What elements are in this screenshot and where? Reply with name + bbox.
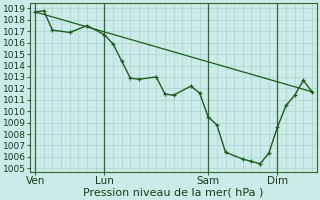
X-axis label: Pression niveau de la mer( hPa ): Pression niveau de la mer( hPa ) xyxy=(84,187,264,197)
